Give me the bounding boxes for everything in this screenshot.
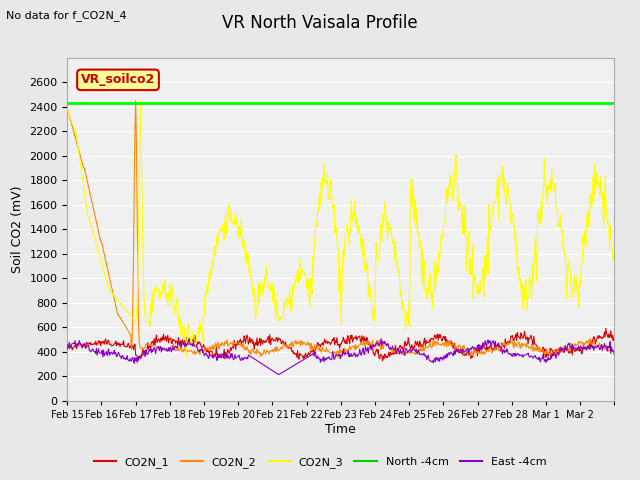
Y-axis label: Soil CO2 (mV): Soil CO2 (mV) [11, 185, 24, 273]
Text: No data for f_CO2N_4: No data for f_CO2N_4 [6, 10, 127, 21]
X-axis label: Time: Time [325, 422, 356, 436]
Text: VR North Vaisala Profile: VR North Vaisala Profile [222, 14, 418, 33]
Legend: CO2N_1, CO2N_2, CO2N_3, North -4cm, East -4cm: CO2N_1, CO2N_2, CO2N_3, North -4cm, East… [90, 452, 550, 472]
Text: VR_soilco2: VR_soilco2 [81, 73, 155, 86]
